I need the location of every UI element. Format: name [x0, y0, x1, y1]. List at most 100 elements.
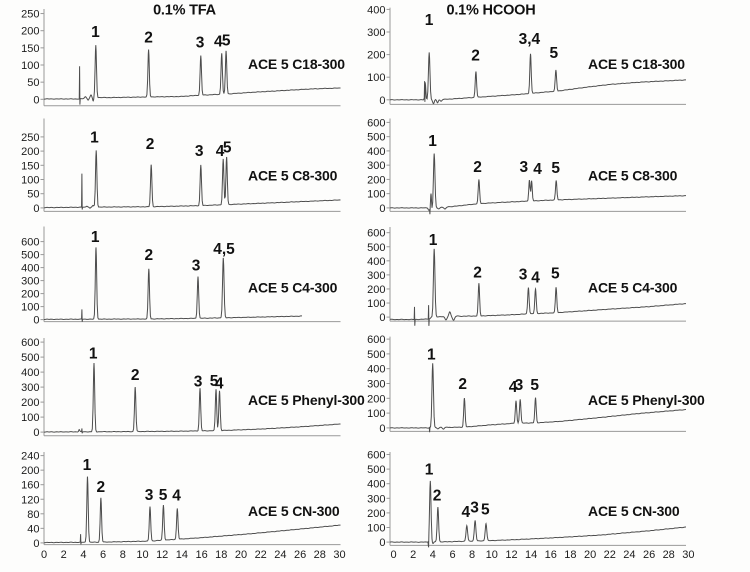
svg-text:3: 3 — [519, 266, 528, 283]
svg-text:250: 250 — [21, 132, 39, 144]
svg-text:4: 4 — [531, 269, 540, 286]
svg-text:4: 4 — [80, 549, 86, 561]
svg-text:100: 100 — [367, 72, 385, 84]
svg-text:0: 0 — [379, 423, 385, 435]
svg-text:4: 4 — [533, 161, 542, 178]
svg-text:2: 2 — [471, 48, 480, 65]
svg-text:300: 300 — [367, 160, 385, 172]
svg-text:200: 200 — [367, 50, 385, 62]
svg-text:40: 40 — [27, 523, 39, 535]
svg-text:100: 100 — [367, 408, 385, 420]
svg-text:14: 14 — [176, 549, 188, 561]
svg-text:50: 50 — [27, 189, 39, 201]
svg-text:ACE 5 C8-300: ACE 5 C8-300 — [588, 168, 678, 184]
svg-text:0: 0 — [379, 95, 385, 107]
svg-text:5: 5 — [210, 373, 219, 390]
svg-text:22: 22 — [604, 549, 616, 561]
svg-text:1: 1 — [89, 346, 98, 363]
svg-text:600: 600 — [367, 450, 385, 462]
svg-text:26: 26 — [294, 549, 306, 561]
svg-text:250: 250 — [21, 9, 39, 21]
svg-text:1: 1 — [425, 12, 434, 29]
svg-text:80: 80 — [27, 509, 39, 521]
svg-text:150: 150 — [21, 160, 39, 172]
svg-text:4,5: 4,5 — [213, 241, 235, 258]
svg-text:14: 14 — [525, 549, 537, 561]
svg-text:0: 0 — [379, 312, 385, 324]
svg-text:0: 0 — [33, 427, 39, 439]
svg-text:1: 1 — [91, 24, 100, 41]
svg-text:200: 200 — [367, 174, 385, 186]
svg-text:400: 400 — [367, 146, 385, 158]
svg-text:ACE 5 C4-300: ACE 5 C4-300 — [248, 280, 338, 296]
svg-text:400: 400 — [21, 263, 39, 275]
svg-text:ACE 5 Phenyl-300: ACE 5 Phenyl-300 — [588, 392, 705, 408]
svg-text:30: 30 — [682, 549, 694, 561]
svg-text:8: 8 — [120, 549, 126, 561]
svg-text:100: 100 — [21, 412, 39, 424]
svg-text:100: 100 — [21, 302, 39, 314]
svg-text:1: 1 — [91, 229, 100, 246]
svg-text:0.1% HCOOH: 0.1% HCOOH — [446, 3, 535, 19]
svg-text:300: 300 — [367, 379, 385, 391]
svg-text:600: 600 — [367, 117, 385, 129]
svg-text:600: 600 — [21, 337, 39, 349]
svg-text:6: 6 — [100, 549, 106, 561]
svg-text:240: 240 — [21, 451, 39, 463]
svg-text:2: 2 — [410, 549, 416, 561]
svg-text:300: 300 — [367, 493, 385, 505]
svg-text:3: 3 — [145, 487, 154, 504]
svg-text:ACE 5 C4-300: ACE 5 C4-300 — [588, 280, 678, 296]
svg-text:1: 1 — [428, 133, 437, 150]
svg-text:16: 16 — [545, 549, 557, 561]
svg-text:4: 4 — [216, 143, 225, 160]
svg-text:3: 3 — [515, 377, 524, 394]
svg-text:500: 500 — [367, 132, 385, 144]
svg-text:400: 400 — [21, 367, 39, 379]
svg-text:5: 5 — [551, 266, 560, 283]
svg-text:2: 2 — [144, 247, 153, 264]
svg-text:18: 18 — [215, 549, 227, 561]
svg-text:500: 500 — [367, 464, 385, 476]
svg-text:300: 300 — [21, 382, 39, 394]
svg-text:100: 100 — [21, 60, 39, 72]
svg-text:150: 150 — [21, 43, 39, 55]
svg-text:ACE 5 C18-300: ACE 5 C18-300 — [248, 56, 345, 72]
svg-text:5: 5 — [222, 33, 231, 50]
svg-text:22: 22 — [255, 549, 267, 561]
svg-text:16: 16 — [195, 549, 207, 561]
svg-text:3: 3 — [519, 159, 528, 176]
svg-text:0: 0 — [33, 315, 39, 327]
svg-text:20: 20 — [235, 549, 247, 561]
svg-text:3: 3 — [195, 143, 204, 160]
svg-text:400: 400 — [367, 364, 385, 376]
svg-text:5: 5 — [530, 377, 539, 394]
svg-text:4: 4 — [461, 504, 470, 521]
svg-text:200: 200 — [21, 26, 39, 38]
svg-text:24: 24 — [623, 549, 635, 561]
svg-text:5: 5 — [223, 140, 232, 157]
svg-text:100: 100 — [21, 175, 39, 187]
svg-text:18: 18 — [564, 549, 576, 561]
svg-text:5: 5 — [481, 501, 490, 518]
svg-text:1: 1 — [429, 232, 438, 249]
svg-text:600: 600 — [367, 228, 385, 240]
svg-text:0: 0 — [379, 537, 385, 549]
svg-text:300: 300 — [21, 276, 39, 288]
svg-text:3: 3 — [196, 35, 205, 52]
svg-text:12: 12 — [505, 549, 517, 561]
svg-text:200: 200 — [367, 508, 385, 520]
svg-text:100: 100 — [367, 523, 385, 535]
svg-text:2: 2 — [473, 159, 482, 176]
svg-text:2: 2 — [473, 264, 482, 281]
svg-text:0: 0 — [379, 203, 385, 215]
svg-text:100: 100 — [367, 298, 385, 310]
svg-text:200: 200 — [21, 289, 39, 301]
svg-text:0: 0 — [33, 203, 39, 215]
svg-text:100: 100 — [367, 189, 385, 201]
svg-text:4: 4 — [430, 549, 436, 561]
svg-text:0: 0 — [33, 94, 39, 106]
svg-text:1: 1 — [90, 130, 99, 147]
svg-text:2: 2 — [458, 376, 467, 393]
svg-text:200: 200 — [21, 397, 39, 409]
